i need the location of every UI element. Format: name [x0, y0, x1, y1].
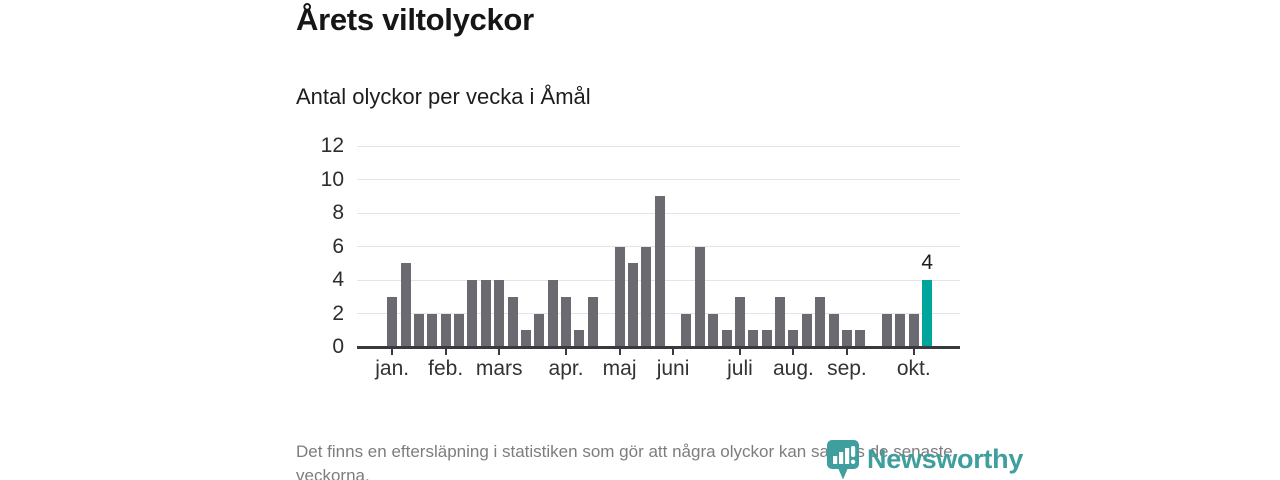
highlighted-bar-value-label: 4 — [921, 251, 934, 274]
bar — [908, 313, 919, 347]
bar — [454, 313, 465, 347]
x-axis-month-label: juni — [656, 357, 690, 380]
footnote-text: Det finns en eftersläpning i statistiken… — [296, 442, 953, 480]
x-axis-month-label: aug. — [773, 357, 814, 380]
x-axis-tick — [391, 348, 394, 355]
bar — [748, 330, 759, 347]
x-axis-month-label: okt. — [896, 357, 931, 380]
bar — [561, 296, 572, 347]
x-axis-tick — [672, 348, 675, 355]
x-axis-month-label: apr. — [548, 357, 584, 380]
bar — [547, 280, 558, 347]
bar — [855, 330, 866, 347]
newsworthy-logo-text: Newsworthy — [867, 443, 1024, 474]
bar — [734, 296, 745, 347]
x-axis-tick — [618, 348, 621, 355]
x-axis-month-label: maj — [602, 357, 637, 380]
bar — [708, 313, 719, 347]
bar — [694, 246, 705, 347]
bar — [480, 280, 491, 347]
bar — [828, 313, 839, 347]
bar — [761, 330, 772, 347]
bar — [801, 313, 812, 347]
bar — [427, 313, 438, 347]
bar — [895, 313, 906, 347]
y-axis-tick-label: 2 — [332, 301, 344, 325]
bar — [534, 313, 545, 347]
bar — [654, 196, 665, 347]
newsworthy-pin-chart-icon — [826, 439, 860, 480]
bar — [788, 330, 799, 347]
x-axis-tick — [565, 348, 568, 355]
bar — [467, 280, 478, 347]
x-axis-month-label: jan. — [375, 357, 410, 380]
y-axis-tick-label: 0 — [332, 335, 344, 358]
bar — [882, 313, 893, 347]
bar — [574, 330, 585, 347]
x-axis-tick — [738, 348, 741, 355]
x-axis-line — [357, 345, 960, 349]
x-axis-tick — [498, 348, 501, 355]
x-axis-month-label: mars — [475, 357, 523, 380]
bar — [520, 330, 531, 347]
bar — [413, 313, 424, 347]
y-axis-tick-label: 4 — [332, 268, 344, 291]
bar — [387, 296, 398, 347]
x-axis-tick — [444, 348, 447, 355]
newsworthy-logo[interactable]: Newsworthy — [826, 438, 1023, 480]
x-axis-month-label: sep. — [827, 357, 867, 380]
bar — [627, 263, 638, 347]
x-axis-month-label: feb. — [428, 357, 464, 380]
chart-title: Årets viltolyckor — [296, 2, 534, 37]
y-axis-tick-label: 10 — [320, 167, 344, 191]
gridline — [357, 179, 960, 180]
bar — [494, 280, 505, 347]
bar — [614, 246, 625, 347]
x-axis-tick — [912, 348, 915, 355]
highlighted-bar — [922, 280, 933, 347]
bar — [641, 246, 652, 347]
y-axis-tick-label: 12 — [320, 134, 344, 157]
bar — [681, 313, 692, 347]
bar — [775, 296, 786, 347]
x-axis-tick — [845, 348, 848, 355]
bar — [587, 296, 598, 347]
x-axis-tick — [792, 348, 795, 355]
bar — [815, 296, 826, 347]
x-axis-month-label: juli — [727, 357, 753, 380]
bar — [400, 263, 411, 347]
y-axis-tick-label: 8 — [332, 201, 344, 224]
y-axis-tick-label: 6 — [332, 234, 344, 258]
bar — [721, 330, 732, 347]
bar — [841, 330, 852, 347]
gridline — [357, 145, 960, 147]
chart-subtitle: Antal olyckor per vecka i Åmål — [296, 84, 591, 109]
bar — [440, 313, 451, 347]
bar — [507, 296, 518, 347]
